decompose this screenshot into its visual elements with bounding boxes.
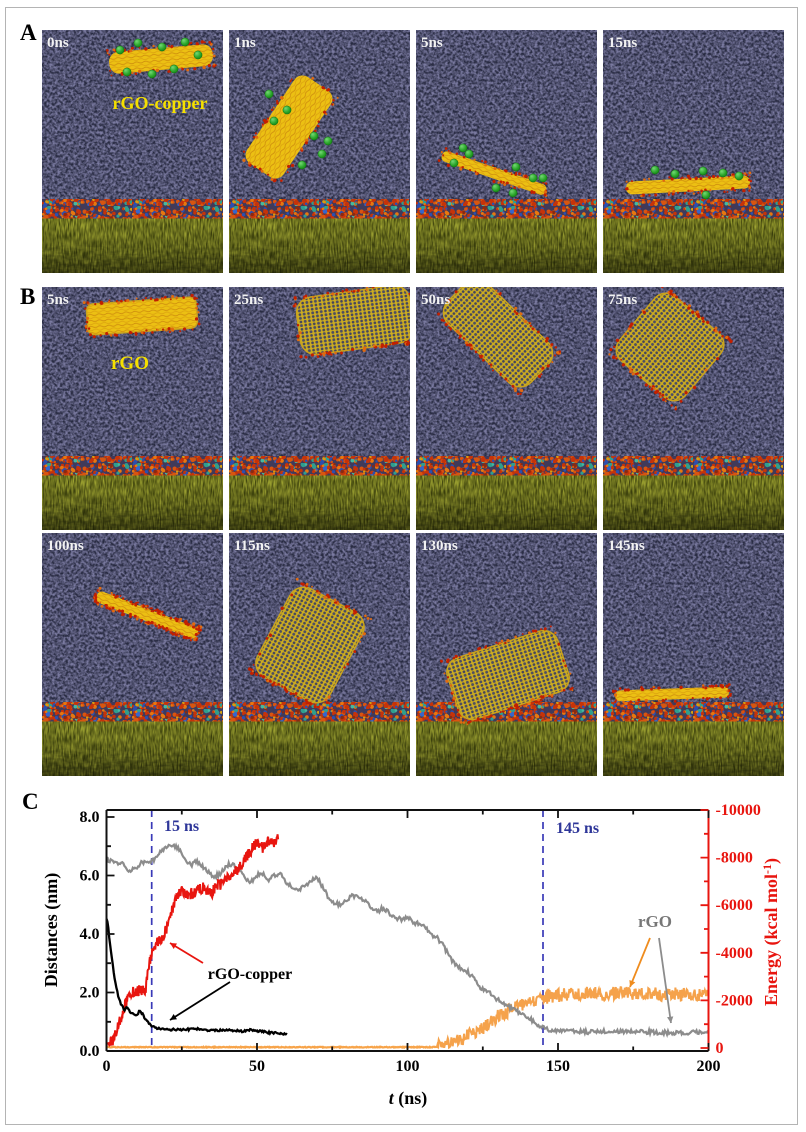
- svg-text:4.0: 4.0: [80, 926, 100, 943]
- svg-text:Distances (nm): Distances (nm): [41, 873, 62, 988]
- svg-text:2.0: 2.0: [80, 985, 100, 1002]
- svg-text:t (ns): t (ns): [389, 1088, 428, 1109]
- svg-text:50: 50: [249, 1058, 265, 1075]
- svg-text:0.0: 0.0: [80, 1043, 100, 1060]
- svg-text:rGO-copper: rGO-copper: [208, 966, 292, 983]
- svg-text:75ns: 75ns: [608, 292, 637, 308]
- svg-text:5ns: 5ns: [421, 35, 443, 51]
- svg-text:200: 200: [697, 1058, 721, 1075]
- svg-text:5ns: 5ns: [47, 292, 69, 308]
- svg-text:100ns: 100ns: [47, 538, 84, 554]
- svg-text:25ns: 25ns: [234, 292, 263, 308]
- svg-text:0ns: 0ns: [47, 35, 69, 51]
- svg-text:-10000: -10000: [716, 802, 761, 819]
- svg-text:-6000: -6000: [716, 897, 753, 914]
- svg-text:50ns: 50ns: [421, 292, 450, 308]
- svg-text:-8000: -8000: [716, 850, 753, 867]
- svg-text:15ns: 15ns: [608, 35, 637, 51]
- svg-text:0: 0: [103, 1058, 111, 1075]
- svg-text:130ns: 130ns: [421, 538, 458, 554]
- svg-text:8.0: 8.0: [80, 809, 100, 826]
- svg-text:Energy (kcal mol-1): Energy (kcal mol-1): [760, 858, 782, 1006]
- svg-text:rGO-copper: rGO-copper: [113, 93, 208, 113]
- svg-text:-4000: -4000: [716, 945, 753, 962]
- svg-text:100: 100: [396, 1058, 420, 1075]
- svg-text:15 ns: 15 ns: [164, 818, 199, 835]
- svg-text:0: 0: [716, 1040, 724, 1057]
- svg-text:C: C: [22, 789, 39, 814]
- svg-text:1ns: 1ns: [234, 35, 256, 51]
- svg-text:-2000: -2000: [716, 992, 753, 1009]
- svg-text:A: A: [20, 20, 37, 45]
- svg-text:150: 150: [546, 1058, 570, 1075]
- svg-text:145ns: 145ns: [608, 538, 645, 554]
- svg-text:145 ns: 145 ns: [556, 820, 599, 837]
- svg-text:rGO: rGO: [111, 353, 149, 374]
- svg-text:6.0: 6.0: [80, 868, 100, 885]
- svg-text:rGO: rGO: [638, 912, 672, 931]
- svg-text:B: B: [20, 284, 35, 309]
- svg-text:115ns: 115ns: [234, 538, 270, 554]
